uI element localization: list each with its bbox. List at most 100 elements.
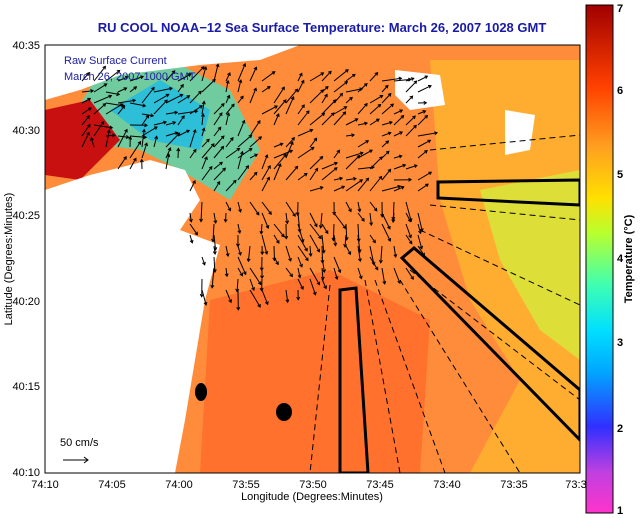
current-vector [165,121,176,126]
current-vector-head [242,271,247,276]
current-vector [309,212,318,227]
current-vector-head [343,243,348,248]
current-vector-head [314,223,318,228]
current-vector-head [304,247,308,252]
current-vector-head [418,230,422,235]
x-tick-label: 74:10 [31,479,59,491]
current-vector-head [142,103,147,108]
current-vector [393,164,406,170]
current-vector [117,99,136,104]
current-vector [357,122,368,126]
current-vector-head [87,107,92,111]
current-vector-head [424,114,429,119]
current-vector [273,99,287,115]
current-vector [189,105,203,115]
chart-title: RU COOL NOAA−12 Sea Surface Temperature:… [98,20,547,35]
current-vector-head [186,129,191,134]
current-vector-head [413,164,418,169]
current-vector-head [373,207,378,212]
current-vector-head [256,119,261,124]
current-vector [93,83,107,93]
current-vector [393,131,403,137]
current-vector [393,267,401,284]
current-vector [249,278,255,291]
current-vector [321,162,338,170]
current-vector-head [289,273,293,278]
current-vector [81,107,92,115]
current-vector-head [297,274,302,279]
current-vector [285,96,295,115]
current-vector [285,166,298,181]
current-vector [309,156,323,170]
current-vector [189,212,192,222]
current-vector-head [295,212,300,217]
current-vector-head [260,251,265,256]
current-vector-head [421,252,425,257]
current-vector [213,103,225,115]
current-vector-head [299,72,303,77]
warm-nw [45,100,120,180]
current-vector-head [378,175,383,180]
current-vector-head [86,131,90,136]
current-vector-head [199,105,203,109]
current-vector-head [353,176,357,181]
current-vector [153,93,169,104]
colorbar-tick-label: 4 [617,253,624,265]
current-vector [117,129,128,148]
current-vector [236,278,239,292]
current-vector [297,129,313,137]
current-vector-head [332,99,337,103]
current-vector-head [377,103,382,108]
current-vector-head [174,131,179,136]
current-vector [261,71,276,82]
current-vector [90,137,95,148]
current-vector-head [283,153,287,158]
current-vector [321,234,325,253]
current-vector-head [260,275,265,280]
current-vector-head [320,276,325,281]
current-vector-head [254,153,259,158]
current-vector-head [419,228,424,233]
y-axis-label: Latitude (Degrees:Minutes) [3,193,15,326]
current-vector-head [212,78,216,83]
current-vector [369,234,376,243]
current-vector-head [313,137,318,142]
current-vector [381,103,394,115]
current-vector-head [248,147,253,152]
current-vector [93,121,105,137]
current-vector [273,256,279,265]
current-vector [369,118,380,126]
current-vector [417,85,432,93]
current-vector-head [228,299,232,304]
current-vector-head [132,98,137,103]
current-vector [201,79,216,93]
colorbar-tick-label: 6 [617,85,623,97]
current-vector-head [399,131,404,135]
current-vector [225,267,228,277]
current-vector-head [358,258,362,263]
current-vector-head [189,218,193,223]
current-vector-head [220,145,225,150]
current-vector [237,223,241,234]
current-vector-head [358,275,363,280]
current-vector-head [419,245,424,250]
y-tick-label: 40:30 [12,125,40,137]
current-vector [405,80,417,93]
current-vector [345,223,348,240]
current-vector [81,124,91,137]
current-vector [405,95,413,104]
current-vector-head [409,95,414,100]
current-vector-head [164,99,168,104]
current-vector [189,90,202,104]
current-vector [333,267,338,280]
current-vector-head [334,161,338,166]
current-vector [297,80,305,93]
current-vector-head [390,103,395,108]
current-vector [333,69,349,82]
current-vector-head [424,149,428,154]
current-vector [357,140,369,148]
current-vector [309,72,324,82]
current-vector [345,201,352,212]
current-vector [225,95,230,104]
current-vector-head [345,69,349,73]
